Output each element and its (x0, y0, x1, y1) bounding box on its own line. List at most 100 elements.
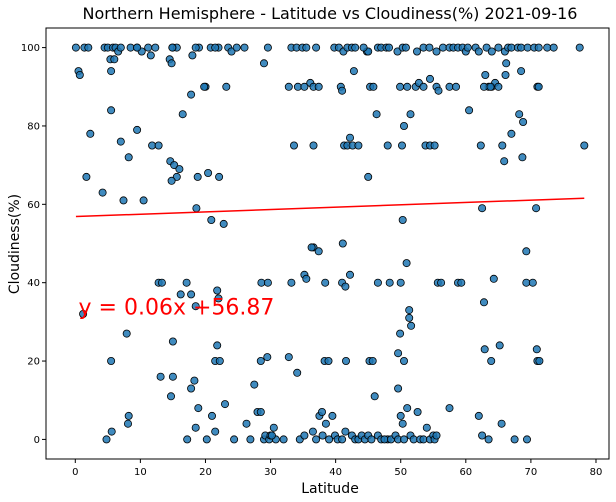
data-point (345, 270, 354, 279)
y-tick-label: 100 (21, 43, 40, 54)
data-point (474, 47, 483, 56)
data-point (312, 435, 321, 444)
y-tick-label: 0 (34, 435, 40, 446)
data-point (307, 243, 316, 252)
data-point (519, 118, 528, 127)
data-point (341, 282, 350, 291)
data-point (338, 86, 347, 95)
data-point (263, 43, 272, 52)
data-point (124, 153, 133, 162)
data-point (507, 129, 516, 138)
data-point (403, 404, 412, 413)
data-point (124, 419, 133, 428)
data-point (406, 110, 415, 119)
data-point (495, 341, 504, 350)
data-point (191, 423, 200, 432)
x-axis-label: Latitude (301, 481, 359, 497)
data-point (523, 43, 532, 52)
data-point (211, 427, 220, 436)
data-point (419, 82, 428, 91)
data-point (151, 43, 160, 52)
data-point (202, 435, 211, 444)
data-point (133, 43, 142, 52)
data-point (398, 419, 407, 428)
data-point (324, 356, 333, 365)
x-tick-label: 40 (329, 467, 342, 478)
x-tick-label: 80 (590, 467, 603, 478)
x-tick-label: 10 (134, 467, 147, 478)
data-point (267, 431, 276, 440)
data-point (107, 106, 116, 115)
data-point (215, 356, 224, 365)
data-point (232, 43, 241, 52)
data-point (396, 278, 405, 287)
data-point (478, 204, 487, 213)
data-point (432, 47, 441, 56)
data-point (119, 196, 128, 205)
data-point (215, 172, 224, 181)
y-axis: 0 20 40 60 80 100 (21, 43, 46, 446)
data-point (187, 90, 196, 99)
data-point (211, 43, 220, 52)
data-point (422, 423, 431, 432)
data-point (349, 67, 358, 76)
data-point (312, 43, 321, 52)
data-point (300, 431, 309, 440)
data-point (338, 239, 347, 248)
data-point (413, 407, 422, 416)
data-point (317, 407, 326, 416)
data-point (191, 43, 200, 52)
data-point (230, 435, 239, 444)
data-point (302, 274, 311, 283)
data-point (193, 172, 202, 181)
data-point (465, 106, 474, 115)
data-point (284, 353, 293, 362)
data-point (341, 356, 350, 365)
data-point (372, 110, 381, 119)
data-point (476, 141, 485, 150)
data-point (107, 356, 116, 365)
data-point (207, 215, 216, 224)
data-point (528, 278, 537, 287)
x-tick-label: 20 (199, 467, 212, 478)
data-point (263, 278, 272, 287)
x-tick-label: 70 (525, 467, 538, 478)
y-tick-label: 80 (27, 121, 40, 132)
data-point (168, 372, 177, 381)
data-point (487, 47, 496, 56)
data-point (219, 219, 228, 228)
x-tick-label: 50 (394, 467, 407, 478)
data-point (398, 215, 407, 224)
data-point (369, 82, 378, 91)
plot-frame (45, 27, 610, 460)
data-point (220, 400, 229, 409)
data-point (190, 376, 199, 385)
data-point (246, 435, 255, 444)
data-point (368, 356, 377, 365)
data-point (259, 59, 268, 68)
data-point (308, 427, 317, 436)
data-point (146, 51, 155, 60)
data-point (166, 392, 175, 401)
data-point (402, 259, 411, 268)
data-point (302, 43, 311, 52)
data-point (213, 286, 222, 295)
data-point (287, 278, 296, 287)
data-point (396, 329, 405, 338)
data-point (321, 278, 330, 287)
data-point (351, 43, 360, 52)
data-point (79, 309, 88, 318)
data-point (399, 435, 408, 444)
data-point (534, 82, 543, 91)
data-point (293, 368, 302, 377)
data-point (396, 82, 405, 91)
data-point (494, 82, 503, 91)
data-point (394, 384, 403, 393)
data-point (474, 411, 483, 420)
data-point (116, 43, 125, 52)
y-tick-label: 20 (27, 357, 40, 368)
data-point (479, 298, 488, 307)
data-point (370, 392, 379, 401)
data-point (167, 176, 176, 185)
data-point (445, 404, 454, 413)
